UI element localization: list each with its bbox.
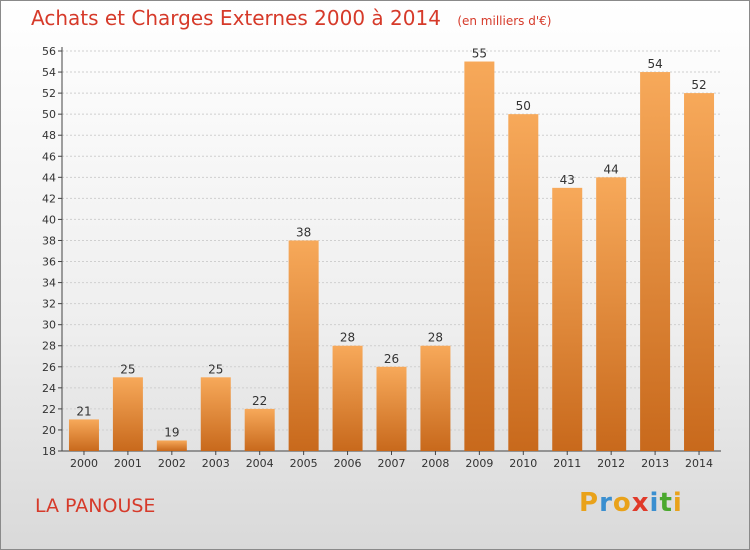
- logo-letter: i: [672, 488, 683, 518]
- bar: [596, 177, 627, 451]
- y-tick-label: 50: [42, 108, 56, 121]
- y-tick-label: 34: [42, 277, 56, 290]
- bar: [420, 345, 451, 451]
- logo-letter: x: [631, 488, 650, 518]
- data-label: 26: [384, 352, 399, 366]
- logo-letter: t: [659, 488, 673, 518]
- y-tick-label: 48: [42, 129, 56, 142]
- data-label: 19: [164, 425, 179, 439]
- y-tick-label: 42: [42, 192, 56, 205]
- x-tick-label: 2002: [158, 457, 186, 470]
- chart-title-text: Achats et Charges Externes 2000 à 2014: [31, 6, 441, 30]
- logo-letter: r: [599, 488, 613, 518]
- data-label: 28: [340, 331, 355, 345]
- logo-letter: o: [612, 488, 632, 518]
- logo-letter: i: [649, 488, 660, 518]
- place-name: LA PANOUSE: [35, 495, 156, 517]
- y-tick-label: 30: [42, 319, 56, 332]
- data-label: 44: [604, 162, 619, 176]
- bar: [684, 93, 715, 452]
- y-tick-label: 32: [42, 298, 56, 311]
- bar: [288, 240, 319, 451]
- data-label: 50: [516, 99, 531, 113]
- bar: [332, 345, 363, 451]
- data-label: 43: [560, 173, 575, 187]
- x-tick-label: 2008: [421, 457, 449, 470]
- y-tick-label: 22: [42, 403, 56, 416]
- x-tick-label: 2009: [465, 457, 493, 470]
- y-tick-label: 54: [42, 66, 56, 79]
- x-tick-label: 2014: [685, 457, 713, 470]
- bar: [552, 187, 583, 451]
- y-tick-label: 28: [42, 340, 56, 353]
- bar: [640, 72, 671, 451]
- x-tick-label: 2000: [70, 457, 98, 470]
- bar: [376, 366, 407, 451]
- bar: [244, 408, 275, 451]
- bar: [200, 377, 231, 451]
- bar: [68, 419, 99, 451]
- y-tick-label: 38: [42, 234, 56, 247]
- x-tick-label: 2006: [334, 457, 362, 470]
- bar: [112, 377, 143, 451]
- bar: [508, 114, 539, 451]
- y-tick-label: 36: [42, 256, 56, 269]
- logo-letter: P: [579, 488, 600, 518]
- y-tick-label: 46: [42, 150, 56, 163]
- x-tick-label: 2012: [597, 457, 625, 470]
- data-label: 21: [76, 404, 91, 418]
- data-label: 38: [296, 225, 311, 239]
- y-tick-label: 26: [42, 361, 56, 374]
- y-tick-label: 18: [42, 445, 56, 458]
- bar: [156, 440, 187, 451]
- y-tick-label: 24: [42, 382, 56, 395]
- data-label: 28: [428, 331, 443, 345]
- bar: [464, 61, 495, 452]
- y-tick-label: 20: [42, 424, 56, 437]
- x-tick-label: 2001: [114, 457, 142, 470]
- data-label: 52: [691, 78, 706, 92]
- data-label: 55: [472, 47, 487, 61]
- y-tick-label: 44: [42, 171, 56, 184]
- x-tick-label: 2010: [509, 457, 537, 470]
- chart-subtitle: (en milliers d'€): [457, 14, 552, 28]
- data-label: 25: [208, 362, 223, 376]
- x-tick-label: 2003: [202, 457, 230, 470]
- data-label: 22: [252, 394, 267, 408]
- x-tick-label: 2011: [553, 457, 581, 470]
- x-tick-label: 2007: [378, 457, 406, 470]
- x-tick-label: 2005: [290, 457, 318, 470]
- y-tick-label: 52: [42, 87, 56, 100]
- proxiti-logo: Proxiti: [579, 488, 683, 518]
- y-tick-label: 56: [42, 45, 56, 58]
- x-tick-label: 2013: [641, 457, 669, 470]
- chart-title: Achats et Charges Externes 2000 à 2014 (…: [31, 6, 551, 30]
- data-label: 54: [647, 57, 662, 71]
- data-label: 25: [120, 362, 135, 376]
- x-tick-label: 2004: [246, 457, 274, 470]
- y-tick-label: 40: [42, 213, 56, 226]
